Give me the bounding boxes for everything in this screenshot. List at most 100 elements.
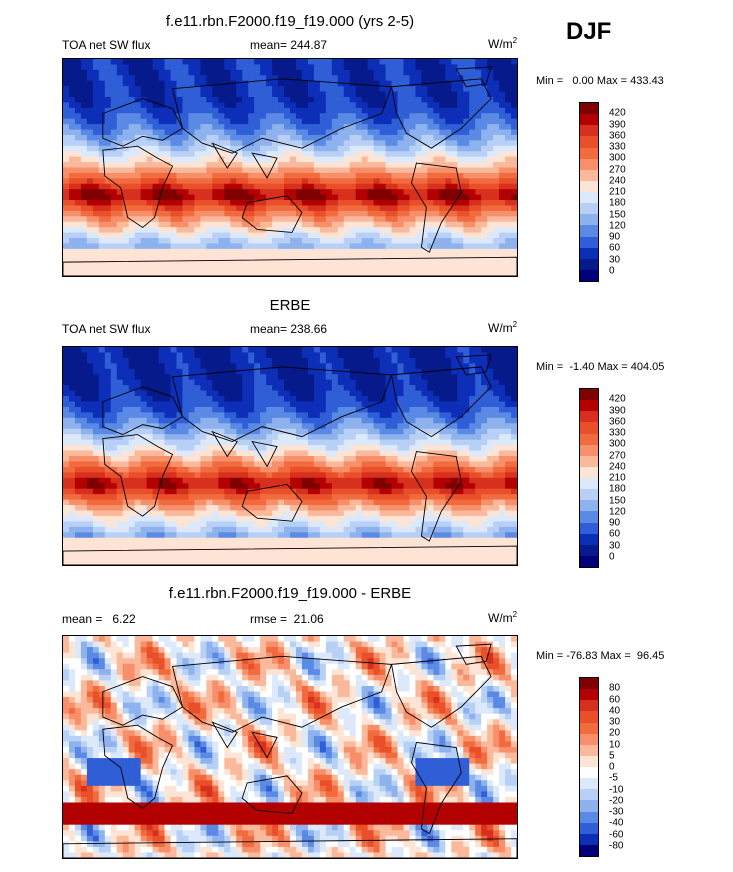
colorbar-tick-label: 180 — [609, 483, 626, 495]
panel1-mean: mean= 244.87 — [250, 38, 328, 52]
panel2-colorbar — [579, 388, 599, 568]
colorbar-tick-label: 330 — [609, 141, 626, 153]
coastline — [102, 98, 184, 147]
colorbar-segment — [580, 489, 598, 501]
colorbar-segment — [580, 225, 598, 237]
panel3-mean: mean = 6.22 — [62, 612, 136, 626]
colorbar-tick-label: 210 — [609, 472, 626, 484]
colorbar-segment — [580, 411, 598, 423]
colorbar-tick-label: 210 — [609, 186, 626, 198]
colorbar-segment — [580, 767, 598, 779]
panel3-minmax: Min = -76.83 Max = 96.45 — [536, 650, 665, 662]
colorbar-segment — [580, 444, 598, 456]
colorbar-segment — [580, 258, 598, 270]
coastline — [63, 256, 517, 276]
colorbar-tick-label: 90 — [609, 517, 621, 529]
colorbar-tick-label: 360 — [609, 130, 626, 142]
colorbar-tick-label: 20 — [609, 727, 621, 739]
coastline — [171, 366, 393, 443]
coastline — [211, 142, 278, 179]
colorbar-tick-label: -20 — [609, 795, 624, 807]
colorbar-tick-label: 390 — [609, 405, 626, 416]
colorbar-tick-label: 60 — [609, 694, 621, 705]
panel1-title: f.e11.rbn.F2000.f19_f19.000 (yrs 2-5) — [165, 13, 415, 30]
colorbar-segment — [580, 555, 598, 567]
colorbar-tick-label: 270 — [609, 164, 626, 175]
panel1-colorbar — [579, 102, 599, 282]
colorbar-segment — [580, 722, 598, 734]
colorbar-segment — [580, 136, 598, 148]
colorbar-segment — [580, 511, 598, 523]
colorbar-segment — [580, 192, 598, 204]
panel1-map — [62, 58, 518, 277]
colorbar-tick-label: 90 — [609, 231, 621, 243]
colorbar-tick-label: 80 — [609, 682, 621, 694]
colorbar-tick-label: 30 — [609, 540, 621, 551]
colorbar-tick-label: 40 — [609, 705, 621, 717]
coastline — [102, 386, 184, 436]
colorbar-segment — [580, 400, 598, 412]
colorbar-tick-label: 330 — [609, 427, 626, 439]
colorbar-tick-label: -10 — [609, 784, 624, 795]
colorbar-tick-label: 0 — [609, 761, 615, 773]
colorbar-segment — [580, 422, 598, 434]
colorbar-segment — [580, 169, 598, 181]
colorbar-segment — [580, 700, 598, 712]
colorbar-segment — [580, 533, 598, 545]
panel2-title: ERBE — [269, 297, 311, 314]
colorbar-tick-label: 150 — [609, 495, 626, 506]
colorbar-segment — [580, 455, 598, 467]
colorbar-segment — [580, 833, 598, 845]
colorbar-segment — [580, 811, 598, 823]
colorbar-segment — [580, 678, 598, 690]
panel1-variable-label: TOA net SW flux — [62, 38, 151, 52]
colorbar-tick-label: 360 — [609, 416, 626, 428]
colorbar-tick-label: 60 — [609, 242, 621, 254]
panel2-units: W/m2 — [488, 320, 518, 335]
panel2-minmax: Min = -1.40 Max = 404.05 — [536, 361, 665, 373]
colorbar-segment — [580, 389, 598, 401]
colorbar-segment — [580, 689, 598, 701]
colorbar-segment — [580, 500, 598, 512]
coastline — [241, 483, 303, 522]
colorbar-segment — [580, 269, 598, 281]
coastline — [391, 78, 492, 149]
panel2-map — [62, 346, 518, 566]
coastline — [102, 676, 184, 726]
colorbar-tick-label: 270 — [609, 450, 626, 461]
coastline — [171, 655, 393, 733]
colorbar-segment — [580, 203, 598, 215]
coastline — [391, 655, 492, 728]
colorbar-segment — [580, 214, 598, 226]
colorbar-segment — [580, 236, 598, 248]
colorbar-tick-label: 300 — [609, 438, 626, 450]
colorbar-tick-label: -40 — [609, 817, 624, 829]
colorbar-tick-label: 0 — [609, 551, 615, 563]
colorbar-tick-label: -30 — [609, 806, 624, 818]
colorbar-tick-label: 60 — [609, 528, 621, 540]
panel2-variable-label: TOA net SW flux — [62, 322, 151, 336]
colorbar-segment — [580, 114, 598, 126]
colorbar-tick-label: 240 — [609, 175, 626, 187]
colorbar-segment — [580, 247, 598, 259]
colorbar-tick-label: 30 — [609, 716, 621, 728]
colorbar-segment — [580, 733, 598, 745]
colorbar-segment — [580, 158, 598, 170]
coastline — [410, 162, 462, 253]
colorbar-tick-label: 30 — [609, 254, 621, 265]
colorbar-tick-label: 120 — [609, 220, 626, 232]
colorbar-segment — [580, 433, 598, 445]
coastline — [171, 78, 393, 154]
colorbar-segment — [580, 711, 598, 723]
season-label: DJF — [566, 18, 612, 45]
colorbar-tick-label: 180 — [609, 197, 626, 209]
coastline — [211, 430, 278, 468]
colorbar-segment — [580, 125, 598, 137]
colorbar-segment — [580, 778, 598, 790]
colorbar-tick-label: -80 — [609, 840, 624, 852]
colorbar-tick-label: -5 — [609, 772, 618, 784]
panel3-rmse: rmse = 21.06 — [250, 612, 324, 626]
colorbar-segment — [580, 466, 598, 478]
panel3-map — [62, 635, 518, 859]
coastline — [241, 775, 303, 814]
